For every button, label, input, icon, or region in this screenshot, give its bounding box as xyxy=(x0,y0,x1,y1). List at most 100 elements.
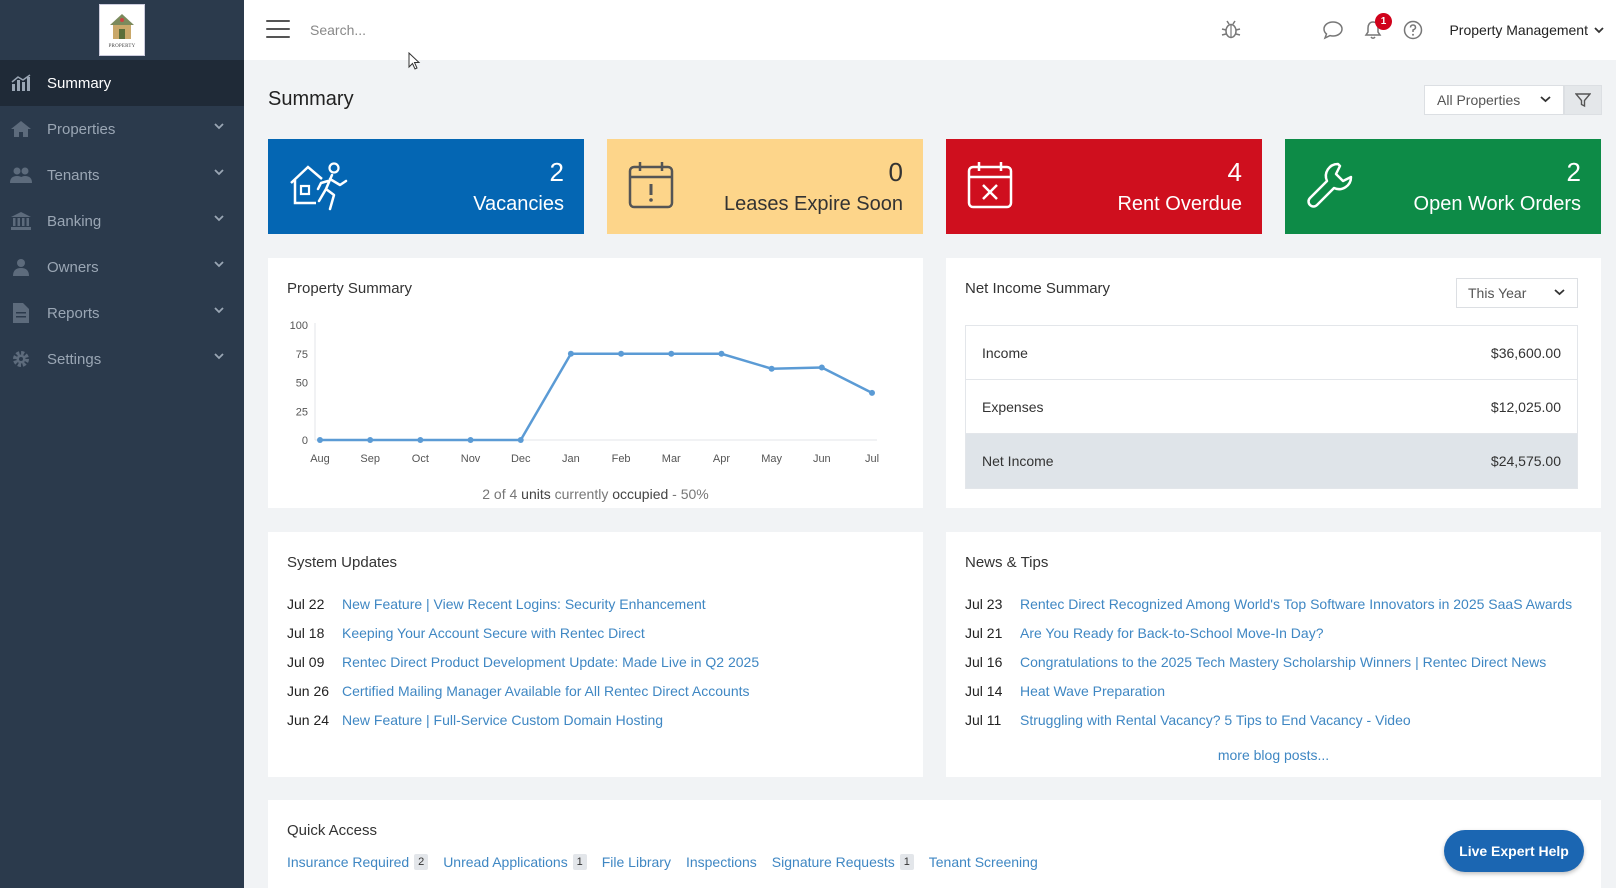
x-tick-label: May xyxy=(761,453,782,465)
sidebar-item-summary[interactable]: Summary xyxy=(0,60,244,106)
chevron-down-icon xyxy=(214,169,224,176)
x-tick-label: Jun xyxy=(813,453,831,465)
news-link[interactable]: Struggling with Rental Vacancy? 5 Tips t… xyxy=(1020,711,1411,728)
help-icon[interactable] xyxy=(1402,19,1424,41)
chevron-down-icon xyxy=(1594,27,1604,34)
chevron-down-icon xyxy=(214,353,224,360)
x-tick-label: Sep xyxy=(360,453,380,465)
quick-link-label: Unread Applications xyxy=(443,854,568,870)
sidebar-item-owners[interactable]: Owners xyxy=(0,244,244,290)
data-point xyxy=(367,437,374,443)
expenses-label: Expenses xyxy=(982,398,1044,415)
news-tips-title: News & Tips xyxy=(965,554,1049,571)
sidebar-item-properties[interactable]: Properties xyxy=(0,106,244,152)
occupancy-occupied-word: occupied xyxy=(612,486,669,502)
quick-link-signature-requests[interactable]: Signature Requests 1 xyxy=(772,854,914,870)
quick-link-tenant-screening[interactable]: Tenant Screening xyxy=(929,854,1038,870)
data-point xyxy=(718,350,725,357)
update-link[interactable]: Rentec Direct Product Development Update… xyxy=(342,653,760,670)
data-point xyxy=(317,437,323,443)
update-link[interactable]: Certified Mailing Manager Available for … xyxy=(342,682,750,699)
sidebar-item-settings[interactable]: Settings xyxy=(0,336,244,382)
update-date: Jul 18 xyxy=(287,624,325,641)
occupancy-summary: 2 of 4 units currently occupied - 50% xyxy=(268,486,923,502)
chevron-down-icon xyxy=(214,123,224,130)
leases-expire-card[interactable]: 0 Leases Expire Soon xyxy=(607,139,923,234)
sidebar-item-banking[interactable]: Banking xyxy=(0,198,244,244)
data-point xyxy=(768,365,775,372)
news-date: Jul 14 xyxy=(965,682,1003,699)
sidebar-item-reports[interactable]: Reports xyxy=(0,290,244,336)
quick-link-insurance-required[interactable]: Insurance Required 2 xyxy=(287,854,429,870)
menu-toggle-icon[interactable] xyxy=(266,20,290,40)
sidebar-item-label: Settings xyxy=(47,350,102,368)
filter-button[interactable] xyxy=(1564,85,1602,115)
y-tick-label: 75 xyxy=(296,349,308,361)
vacancies-card[interactable]: 2 Vacancies xyxy=(268,139,584,234)
quick-link-file-library[interactable]: File Library xyxy=(602,854,671,870)
calendar-alert-icon xyxy=(628,162,674,209)
news-link[interactable]: Rentec Direct Recognized Among World's T… xyxy=(1020,595,1573,612)
property-filter-select[interactable]: All Properties xyxy=(1424,85,1564,115)
notifications-button[interactable]: 1 xyxy=(1362,13,1392,41)
list-item: Jul 21 Are You Ready for Back-to-School M… xyxy=(965,618,1591,647)
news-date: Jul 16 xyxy=(965,653,1003,670)
sidebar-item-label: Banking xyxy=(47,212,102,230)
update-link[interactable]: Keeping Your Account Secure with Rentec … xyxy=(342,624,645,641)
work-orders-card[interactable]: 2 Open Work Orders xyxy=(1285,139,1601,234)
top-bar: 1 Property Management xyxy=(244,0,1616,60)
net-income-value: $24,575.00 xyxy=(1490,453,1561,469)
quick-access-links: Insurance Required 2 Unread Applications 1… xyxy=(287,854,1038,870)
more-blog-posts-link[interactable]: more blog posts... xyxy=(1217,747,1330,763)
sidebar-item-tenants[interactable]: Tenants xyxy=(0,152,244,198)
company-logo[interactable]: PROPERTY xyxy=(99,4,145,56)
bug-icon[interactable] xyxy=(1220,19,1242,41)
news-date: Jul 11 xyxy=(965,711,1002,728)
news-link[interactable]: Are You Ready for Back-to-School Move-In… xyxy=(1020,624,1324,641)
quick-link-inspections[interactable]: Inspections xyxy=(686,854,757,870)
update-date: Jul 09 xyxy=(287,653,325,670)
quick-link-unread-applications[interactable]: Unread Applications 1 xyxy=(443,854,587,870)
news-link[interactable]: Heat Wave Preparation xyxy=(1020,682,1165,699)
news-link[interactable]: Congratulations to the 2025 Tech Mastery… xyxy=(1020,653,1547,670)
list-item: Jul 14 Heat Wave Preparation xyxy=(965,676,1591,705)
quick-link-label: Insurance Required xyxy=(287,854,410,870)
occupancy-mid: currently xyxy=(550,486,613,502)
occupancy-series-line xyxy=(320,352,873,442)
wrench-icon xyxy=(1307,162,1353,208)
quick-link-label: Signature Requests xyxy=(771,854,895,870)
list-item: Jun 26 Certified Mailing Manager Availabl… xyxy=(287,676,913,705)
sidebar-item-label: Tenants xyxy=(47,166,100,184)
expenses-row: Expenses $12,025.00 xyxy=(966,380,1577,434)
leases-expire-label: Leases Expire Soon xyxy=(723,193,903,215)
quick-link-count: 1 xyxy=(572,854,587,870)
chart-icon xyxy=(10,72,32,94)
search-input[interactable] xyxy=(310,18,610,42)
period-value: This Year xyxy=(1468,285,1527,301)
y-tick-label: 100 xyxy=(290,320,308,332)
live-expert-help-button[interactable]: Live Expert Help xyxy=(1444,830,1584,872)
news-date: Jul 21 xyxy=(965,624,1003,641)
account-menu[interactable]: Property Management xyxy=(1449,22,1604,38)
mouse-cursor-icon xyxy=(408,52,421,70)
news-tips-panel: News & Tips Jul 23 Rentec Direct Recogniz… xyxy=(946,532,1601,777)
net-income-row: Net Income $24,575.00 xyxy=(966,434,1577,488)
update-date: Jul 22 xyxy=(287,595,325,612)
system-updates-list: Jul 22 New Feature | View Recent Logins: … xyxy=(287,589,913,734)
chat-icon[interactable] xyxy=(1322,19,1344,41)
net-income-title: Net Income Summary xyxy=(965,280,1111,297)
rent-overdue-count: 4 xyxy=(1227,157,1242,187)
data-point xyxy=(818,364,825,371)
data-point xyxy=(417,437,424,443)
chevron-down-icon xyxy=(214,215,224,222)
rent-overdue-card[interactable]: 4 Rent Overdue xyxy=(946,139,1262,234)
data-point xyxy=(567,350,574,357)
x-tick-label: Aug xyxy=(310,453,330,465)
income-row: Income $36,600.00 xyxy=(966,326,1577,380)
update-link[interactable]: New Feature | Full-Service Custom Domain… xyxy=(342,711,664,728)
x-tick-label: Feb xyxy=(612,453,631,465)
logo-area: PROPERTY xyxy=(0,0,244,60)
period-select[interactable]: This Year xyxy=(1456,278,1578,308)
update-link[interactable]: New Feature | View Recent Logins: Securi… xyxy=(342,595,706,612)
house-running-person-icon xyxy=(290,162,348,211)
